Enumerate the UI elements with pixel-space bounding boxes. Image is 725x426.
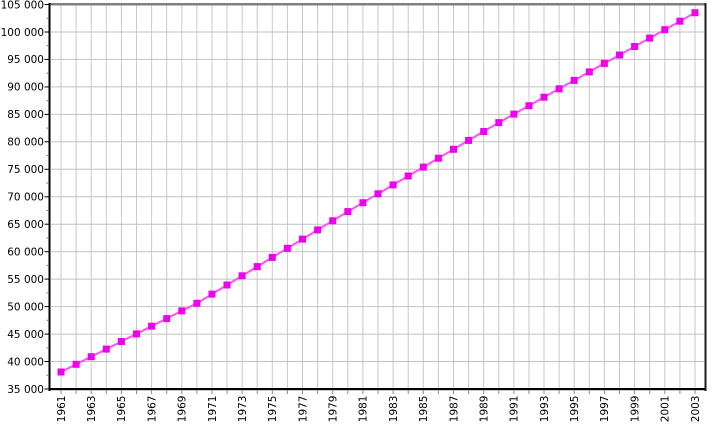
x-axis-tick-label: 1999 [629,396,641,423]
x-axis-tick-label: 2001 [660,396,672,423]
x-axis-tick-label: 1979 [328,396,340,423]
y-axis-labels: 35 000 40 000 45 000 50 000 55 000 60 000 65 0… [1,0,44,396]
y-axis-tick-label: 35 000 [7,384,44,396]
y-axis-ticks [44,4,49,390]
data-point-marker [600,59,608,67]
y-axis-tick-label: 55 000 [7,274,44,286]
data-point-marker [631,43,639,50]
data-point-marker [253,263,261,271]
data-point-marker [283,244,291,252]
x-axis-tick-label: 1969 [177,396,189,423]
x-axis-tick-label: 1993 [539,396,551,423]
data-point-marker [465,136,473,144]
data-point-marker [208,290,216,298]
x-axis-tick-label: 1977 [297,396,309,423]
x-axis-tick-label: 1973 [237,396,249,423]
x-axis-ticks [60,390,696,394]
data-point-marker [691,9,699,17]
data-point-marker [87,353,95,361]
y-axis-tick-label: 60 000 [7,247,44,259]
data-point-marker [525,102,533,110]
x-axis-tick-label: 1975 [267,396,279,423]
data-point-marker [72,360,80,368]
data-point-marker [404,172,412,180]
data-point-marker [178,307,186,315]
data-point-marker [299,235,306,243]
x-axis-tick-label: 1997 [599,396,611,423]
data-point-marker [133,330,140,338]
x-axis-tick-label: 1961 [56,396,68,423]
y-axis-tick-label: 75 000 [7,164,44,176]
data-point-marker [238,272,246,280]
y-axis-tick-label: 95 000 [7,54,44,66]
data-point-marker [329,217,337,225]
x-axis-tick-label: 1967 [146,396,158,423]
data-point-marker [102,345,110,353]
y-axis-tick-label: 105 000 [1,0,44,11]
data-point-marker [434,154,442,162]
data-point-marker [374,190,382,198]
data-point-marker [163,315,171,323]
data-point-marker [646,34,654,42]
data-point-marker [344,208,352,216]
x-axis-tick-label: 1981 [358,396,370,423]
data-point-marker [223,281,231,289]
data-point-marker [268,253,276,261]
data-point-marker [676,17,684,25]
data-point-marker [148,322,156,330]
data-point-marker [616,51,623,59]
x-axis-tick-label: 1965 [116,396,128,423]
y-axis-tick-label: 65 000 [7,219,44,231]
data-point-marker [495,119,503,127]
x-axis-tick-label: 1989 [479,396,491,423]
x-axis-tick-label: 1991 [509,396,521,423]
data-point-marker [57,368,65,376]
x-axis-tick-label: 1995 [569,396,581,423]
x-axis-tick-label: 1963 [86,396,98,423]
data-point-marker [540,93,548,101]
y-axis-tick-label: 80 000 [7,137,44,149]
data-point-marker [480,128,488,135]
data-point-marker [555,85,563,93]
series-markers [57,9,699,376]
data-point-marker [570,76,578,84]
data-point-marker [359,199,367,207]
y-axis-tick-label: 90 000 [7,82,44,94]
data-point-marker [510,110,518,118]
data-point-marker [661,26,669,34]
x-axis-tick-label: 1985 [418,396,430,423]
data-point-marker [450,145,457,153]
data-point-marker [193,299,201,307]
x-axis-tick-label: 1987 [448,396,460,423]
data-point-marker [389,181,397,189]
x-axis-labels: 1961 1963 1965 1967 1969 1971 1973 1975 1977 1979… [56,396,702,423]
y-axis-tick-label: 50 000 [7,301,44,313]
y-axis-tick-label: 45 000 [7,329,44,341]
data-point-marker [585,68,593,76]
plot-border [48,3,707,391]
data-point-marker [314,226,322,234]
data-point-marker [419,163,427,171]
y-axis-tick-label: 85 000 [7,109,44,121]
x-axis-tick-label: 1971 [207,396,219,423]
x-axis-tick-label: 1983 [388,396,400,423]
y-axis-tick-label: 40 000 [7,356,44,368]
y-axis-tick-label: 70 000 [7,192,44,204]
y-axis-tick-label: 100 000 [1,27,44,39]
x-axis-tick-label: 2003 [690,396,702,423]
data-point-marker [117,338,125,345]
